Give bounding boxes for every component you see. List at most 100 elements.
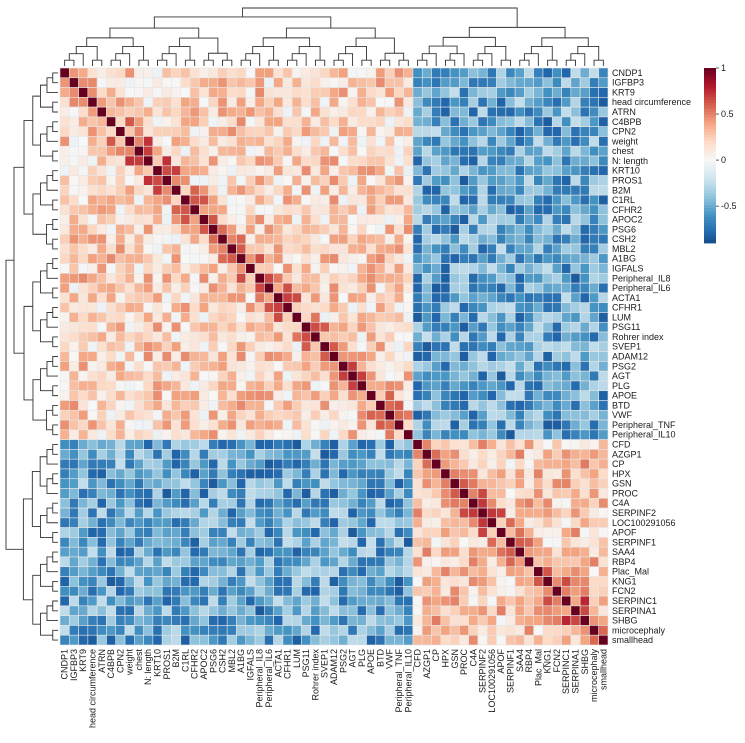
heatmap-cell: [505, 351, 516, 362]
heatmap-cell: [189, 145, 200, 157]
heatmap-cell: [189, 136, 200, 147]
heatmap-cell: [403, 282, 414, 294]
heatmap-cell: [96, 351, 107, 362]
heatmap-cell: [514, 370, 525, 382]
heatmap-cell: [96, 419, 107, 431]
heatmap-cell: [273, 634, 284, 646]
heatmap-cell: [477, 390, 488, 401]
heatmap-cell: [356, 67, 367, 79]
heatmap-cell: [319, 468, 330, 480]
heatmap-cell: [338, 263, 349, 274]
heatmap-cell: [329, 634, 339, 646]
heatmap-cell: [533, 498, 544, 509]
heatmap-cell: [254, 341, 265, 352]
heatmap-cell: [152, 233, 163, 245]
heatmap-cell: [440, 331, 451, 343]
heatmap-cell: [551, 312, 562, 323]
heatmap-cell: [96, 194, 107, 206]
dendrogram-branch: [46, 224, 53, 245]
heatmap-cell: [338, 87, 349, 98]
heatmap-cell: [264, 605, 274, 616]
row-dendrogram: [5, 72, 58, 641]
heatmap-cell: [421, 586, 432, 597]
heatmap-cell: [273, 194, 284, 206]
heatmap-cell: [598, 517, 609, 528]
heatmap-cell: [226, 468, 237, 480]
heatmap-cell: [152, 175, 163, 186]
heatmap-cell: [533, 595, 544, 607]
heatmap-cell: [403, 292, 414, 304]
heatmap-cell: [245, 458, 256, 470]
heatmap-cell: [542, 615, 553, 626]
heatmap-cell: [366, 243, 377, 255]
heatmap-cell: [273, 116, 284, 127]
heatmap-cell: [134, 282, 144, 294]
heatmap-cell: [115, 204, 126, 215]
heatmap-cell: [514, 478, 525, 489]
heatmap-cell: [143, 409, 154, 421]
heatmap-cell: [282, 145, 293, 157]
heatmap-cell: [291, 292, 302, 304]
heatmap-cell: [226, 390, 237, 401]
heatmap-cell: [421, 409, 432, 421]
heatmap-cell: [245, 116, 256, 127]
heatmap-cell: [161, 351, 172, 362]
heatmap-cell: [291, 321, 302, 333]
heatmap-cell: [347, 194, 358, 206]
heatmap-cell: [598, 253, 609, 264]
heatmap-cell: [87, 106, 98, 118]
heatmap-cell: [124, 273, 135, 284]
heatmap-cell: [59, 390, 70, 401]
heatmap-cell: [161, 449, 172, 460]
heatmap-cell: [496, 341, 507, 352]
heatmap-cell: [403, 165, 414, 176]
heatmap-cell: [87, 517, 98, 528]
heatmap-cell: [561, 87, 572, 98]
heatmap-cell: [134, 586, 144, 597]
heatmap-cell: [226, 625, 237, 636]
row-label: PROS1: [612, 175, 643, 185]
heatmap-cell: [347, 458, 358, 470]
heatmap-cell: [273, 615, 284, 626]
heatmap-cell: [199, 321, 209, 333]
dendrogram-branch: [245, 53, 261, 66]
heatmap-cell: [171, 282, 182, 294]
heatmap-cell: [189, 546, 200, 558]
heatmap-cell: [542, 185, 553, 196]
heatmap-cell: [106, 204, 117, 215]
heatmap-cell: [189, 478, 200, 489]
heatmap-cell: [468, 361, 479, 372]
heatmap-cell: [403, 380, 414, 392]
heatmap-cell: [226, 97, 237, 108]
heatmap-cell: [514, 145, 525, 157]
heatmap-cell: [291, 224, 302, 235]
heatmap-cell: [106, 341, 117, 352]
heatmap-cell: [68, 312, 79, 323]
heatmap-cell: [106, 586, 117, 597]
heatmap-cell: [217, 458, 228, 470]
heatmap-cell: [561, 67, 572, 79]
heatmap-cell: [496, 292, 507, 304]
heatmap-cell: [301, 351, 312, 362]
heatmap-cell: [180, 586, 191, 597]
heatmap-cell: [598, 145, 609, 157]
dendrogram-branch: [157, 59, 168, 66]
heatmap-cell: [598, 634, 609, 646]
heatmap-cell: [533, 449, 544, 460]
heatmap-cell: [96, 224, 107, 235]
heatmap-cell: [282, 273, 293, 284]
heatmap-cell: [106, 634, 117, 646]
heatmap-cell: [477, 273, 488, 284]
heatmap-cell: [106, 429, 117, 440]
heatmap-cell: [403, 145, 414, 157]
heatmap-cell: [440, 116, 451, 127]
heatmap-cell: [143, 312, 154, 323]
heatmap-cell: [199, 185, 209, 196]
heatmap-cell: [236, 106, 247, 118]
heatmap-cell: [68, 380, 79, 392]
heatmap-cell: [431, 87, 442, 98]
heatmap-cell: [254, 126, 265, 137]
heatmap-cell: [87, 458, 98, 470]
heatmap-cell: [329, 126, 339, 137]
heatmap-cell: [524, 576, 534, 587]
